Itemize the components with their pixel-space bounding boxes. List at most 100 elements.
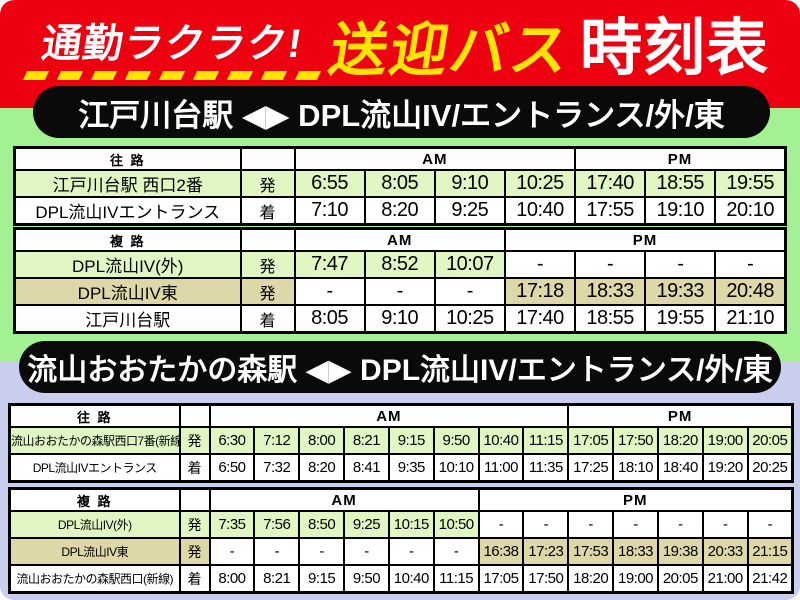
am-header: AM: [208, 487, 480, 512]
time-cell: 17:18: [503, 277, 577, 306]
no-service-cell: -: [567, 510, 615, 539]
time-cell: 8:05: [363, 169, 436, 198]
time-cell: 19:00: [612, 564, 659, 594]
time-cell: 21:10: [714, 304, 787, 334]
time-cell: 19:55: [644, 304, 717, 334]
time-cell: 7:56: [253, 510, 301, 539]
time-cell: 6:55: [293, 169, 366, 198]
title-highlight-text: 送迎バス: [324, 18, 576, 83]
no-service-cell: -: [522, 510, 570, 539]
pm-header: PM: [567, 403, 794, 428]
direction-label: 往 路: [13, 146, 242, 171]
time-cell: 6:50: [208, 453, 256, 483]
catchphrase-text: 通勤ラクラク!: [39, 22, 306, 66]
time-cell: 7:32: [253, 453, 301, 483]
time-cell: 9:10: [363, 304, 436, 334]
mark-cell: 着: [239, 304, 296, 334]
time-cell: 21:42: [746, 564, 794, 594]
time-cell: 19:20: [701, 453, 749, 483]
time-cell: 17:40: [503, 304, 577, 334]
time-cell: 20:48: [714, 277, 787, 306]
time-cell: 7:12: [253, 426, 301, 455]
mark-cell: 発: [178, 426, 211, 455]
time-cell: 8:00: [208, 564, 256, 594]
time-cell: 9:35: [387, 453, 435, 483]
timetable-row: DPL流山IV(外) 発 7:35 7:56 8:50 9:25 10:15 10:50- - -…: [8, 510, 794, 539]
time-cell: 10:40: [503, 196, 577, 226]
time-cell: 19:55: [714, 169, 787, 198]
table-header-row: 複 路 AM PM: [13, 227, 787, 252]
station-cell: 江戸川台駅 西口2番: [13, 169, 242, 198]
time-cell: 11:00: [477, 453, 525, 483]
no-service-cell: -: [298, 537, 346, 566]
timetable-row: DPL流山IV(外) 発 7:47 8:52 10:07- - - -: [13, 250, 787, 279]
no-service-cell: -: [503, 250, 577, 279]
time-cell: 17:25: [567, 453, 615, 483]
time-cell: 8:21: [253, 564, 301, 594]
no-service-cell: -: [612, 510, 659, 539]
pm-header: PM: [477, 487, 794, 512]
catchphrase-block: 通勤ラクラク!: [22, 22, 323, 80]
mark-cell: 発: [239, 250, 296, 279]
time-cell: 11:35: [522, 453, 570, 483]
time-cell: 9:15: [387, 426, 435, 455]
time-cell: 9:25: [433, 196, 506, 226]
time-cell: 21:15: [746, 537, 794, 566]
time-cell: 9:10: [433, 169, 506, 198]
no-service-cell: -: [343, 537, 390, 566]
time-cell: 9:50: [343, 564, 390, 594]
station-cell: DPL流山IV東: [13, 277, 242, 306]
time-cell: 21:00: [701, 564, 749, 594]
no-service-cell: -: [574, 250, 647, 279]
time-cell: 18:10: [612, 453, 659, 483]
time-cell: 17:23: [522, 537, 570, 566]
direction-label: 往 路: [8, 403, 181, 428]
time-cell: 19:38: [656, 537, 704, 566]
time-cell: 8:05: [293, 304, 366, 334]
time-cell: 10:25: [433, 304, 506, 334]
route1-outbound-table: 往 路 AM PM 江戸川台駅 西口2番発 6:55 8:05 9:10 10:25 17:40…: [13, 146, 787, 226]
time-cell: 19:00: [701, 426, 749, 455]
title-suffix-text: 時刻表: [580, 14, 770, 83]
no-service-cell: -: [387, 537, 435, 566]
time-cell: 19:10: [644, 196, 717, 226]
mark-cell: 発: [239, 169, 296, 198]
timetable-row: DPL流山IV東発 - - -17:18 18:33 19:33 20:48: [13, 277, 787, 306]
time-cell: 10:40: [387, 564, 435, 594]
route2-outbound-table: 往 路 AM PM 流山おおたかの森駅西口7番(新線) 発 6:30 7:12 8:00 8:2…: [8, 403, 794, 483]
time-cell: 7:47: [293, 250, 366, 279]
time-cell: 9:25: [343, 510, 390, 539]
time-cell: 20:05: [746, 426, 794, 455]
time-cell: 8:41: [343, 453, 390, 483]
time-cell: 10:10: [432, 453, 480, 483]
time-cell: 20:10: [714, 196, 787, 226]
station-cell: 流山おおたかの森駅西口(新線): [8, 564, 181, 594]
no-service-cell: -: [208, 537, 256, 566]
no-service-cell: -: [701, 510, 749, 539]
time-cell: 11:15: [522, 426, 570, 455]
mark-column-header: [239, 146, 296, 171]
time-cell: 17:05: [567, 426, 615, 455]
mark-cell: 発: [239, 277, 296, 306]
no-service-cell: -: [433, 277, 506, 306]
time-cell: 20:25: [746, 453, 794, 483]
timetable-row: DPL流山IV東発 - - - - - -16:38 17:23 17:53 18:33 19:38…: [8, 537, 794, 566]
time-cell: 18:33: [574, 277, 647, 306]
time-cell: 8:20: [363, 196, 436, 226]
time-cell: 17:05: [477, 564, 525, 594]
time-cell: 17:55: [574, 196, 647, 226]
time-cell: 17:40: [574, 169, 647, 198]
mark-cell: 着: [239, 196, 296, 226]
station-cell: DPL流山IV(外): [13, 250, 242, 279]
mark-cell: 発: [178, 510, 211, 539]
am-header: AM: [293, 227, 506, 252]
no-service-cell: -: [746, 510, 794, 539]
time-cell: 17:50: [522, 564, 570, 594]
time-cell: 18:20: [567, 564, 615, 594]
table-header-row: 往 路 AM PM: [8, 403, 794, 428]
time-cell: 8:21: [343, 426, 390, 455]
mark-cell: 着: [178, 453, 211, 483]
time-cell: 6:30: [208, 426, 256, 455]
timetable-row: 江戸川台駅着 8:05 9:10 10:25 17:40 18:55 19:55 21:10: [13, 304, 787, 334]
